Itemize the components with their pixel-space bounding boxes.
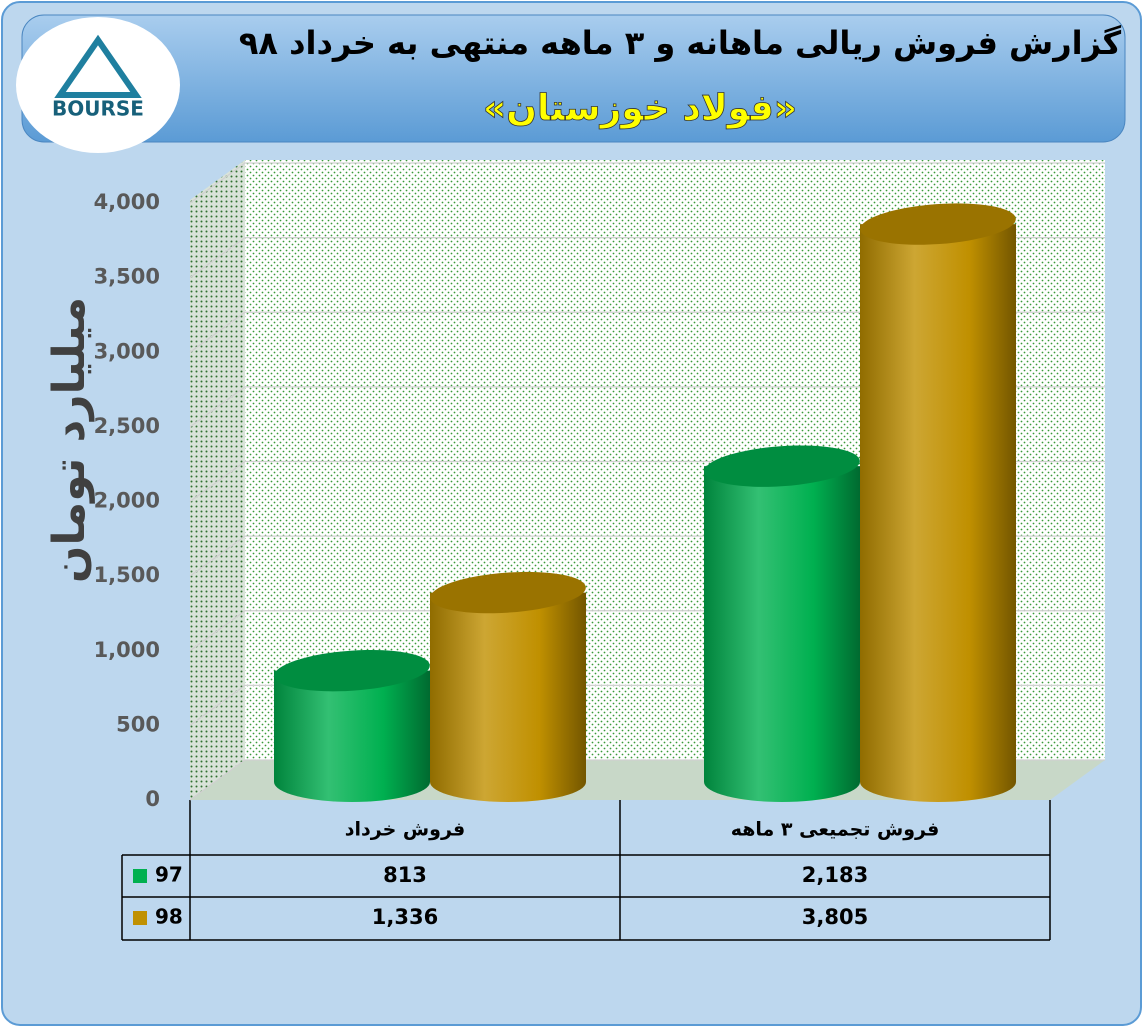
bar <box>430 592 586 802</box>
y-tick-label: 3,500 <box>94 265 160 289</box>
legend-label: 97 <box>155 863 183 887</box>
grid-line <box>189 162 1105 204</box>
grid-line <box>189 237 1105 279</box>
y-tick-label: 1,000 <box>94 638 160 662</box>
bar-top <box>430 571 586 614</box>
chart-title: گزارش فروش ریالی ماهانه و ۳ ماهه منتهی ب… <box>239 24 1122 62</box>
x-tick-label: فروش تجمیعی ۳ ماهه <box>731 819 940 841</box>
grid-line <box>189 386 1105 428</box>
bar <box>274 670 430 802</box>
y-tick-label: 4,000 <box>94 190 160 214</box>
side-wall <box>190 160 245 800</box>
data-label: 2,183 <box>802 863 868 887</box>
y-tick-label: 3,000 <box>94 339 160 363</box>
y-tick-label: 500 <box>116 712 160 736</box>
x-tick-label: فروش خرداد <box>345 819 465 841</box>
bar-top <box>704 445 860 487</box>
data-label: 1,336 <box>372 905 438 929</box>
data-label: 3,805 <box>802 905 868 929</box>
bar <box>860 224 1016 802</box>
data-table <box>121 800 1051 941</box>
y-tick-label: 1,500 <box>94 563 160 587</box>
legend-swatch <box>133 911 147 925</box>
logo-text: BOURSE <box>52 97 144 121</box>
y-axis-label: میلیارد تومان <box>44 297 95 583</box>
y-tick-label: 2,500 <box>94 414 160 438</box>
y-tick-label: 2,000 <box>94 489 160 513</box>
logo-background <box>16 17 180 153</box>
bar-top <box>274 649 430 692</box>
bar-top <box>860 203 1016 245</box>
data-label: 813 <box>383 863 427 887</box>
logo-icon <box>54 34 142 98</box>
grid-line <box>189 311 1105 353</box>
legend-label: 98 <box>155 905 183 929</box>
legend-swatch <box>133 869 147 883</box>
y-tick-label: 0 <box>145 787 160 811</box>
bar <box>704 466 860 802</box>
chart-subtitle: «فولاد خوزستان» <box>483 88 797 129</box>
